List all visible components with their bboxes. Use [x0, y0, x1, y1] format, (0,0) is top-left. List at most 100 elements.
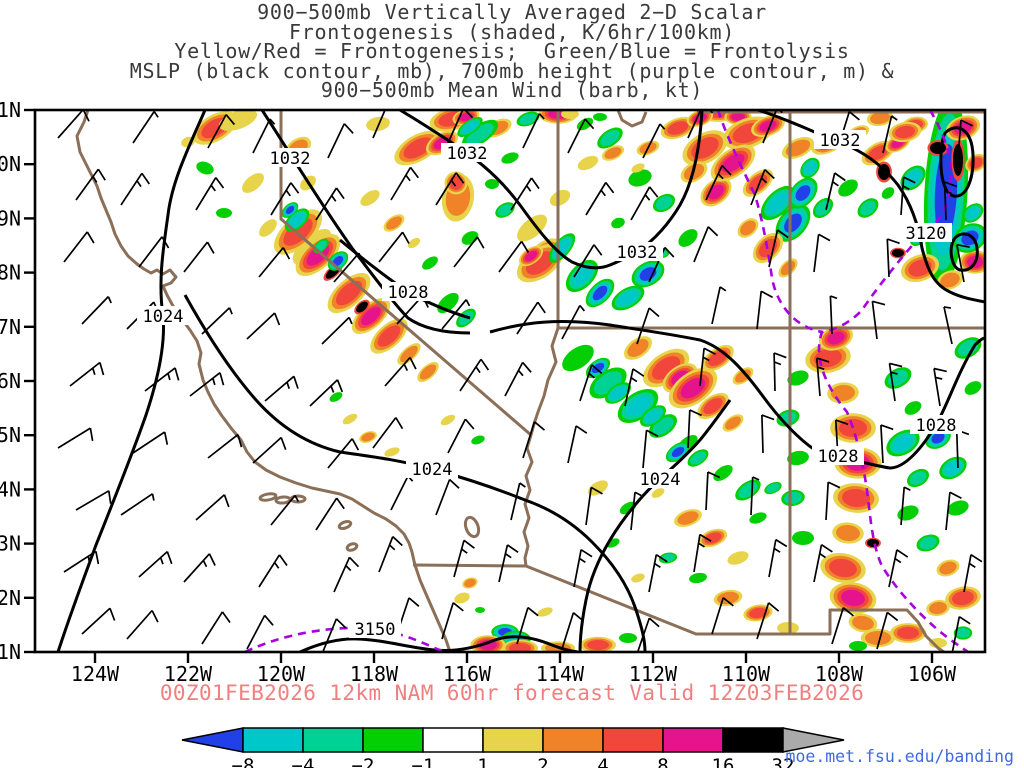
wind-barb [510, 177, 540, 211]
wind-barb [189, 372, 225, 397]
wind-barb [831, 607, 854, 645]
wind-barb [120, 172, 150, 206]
colorbar-tick-label: −8 [232, 755, 255, 768]
lon-tick-label: 106W [908, 662, 957, 686]
wind-barb [183, 553, 216, 583]
wind-barb [435, 172, 465, 206]
wind-barb [132, 111, 159, 144]
wind-barb [636, 617, 660, 652]
contour-label: 3150 [355, 620, 396, 640]
lat-tick-label: 33N [0, 532, 21, 556]
wind-barb [630, 186, 659, 221]
wind-barb [705, 165, 732, 201]
wind-barb [567, 425, 588, 464]
wind-barb [207, 433, 243, 459]
wind-barb [567, 118, 595, 154]
wind-barb [882, 115, 898, 154]
wind-barb [963, 553, 983, 593]
colorbar-legend: −8 −4 −2 −1 1 2 4 8 16 32 [181, 727, 845, 768]
wind-barb [825, 172, 846, 211]
wind-barb [773, 352, 787, 392]
ca-nv-border-and-river [279, 110, 534, 567]
colorbar-tick-label: −4 [292, 755, 315, 768]
wind-barb [504, 361, 532, 397]
wind-barb [81, 296, 112, 325]
wind-barb [372, 110, 386, 139]
wind-barb [761, 414, 775, 454]
wind-barb [327, 438, 360, 469]
contour-label: 1024 [640, 470, 681, 490]
wind-barb [636, 307, 660, 345]
title-line-4: MSLP (black contour, mb), 700mb height (… [129, 58, 895, 83]
island-or-lake-outline [345, 542, 359, 552]
wind-barb [258, 554, 288, 588]
lat-tick-label: 34N [0, 477, 21, 501]
wind-barb [57, 110, 90, 139]
wind-barb [750, 168, 775, 206]
contour-label: 1032 [820, 131, 861, 151]
wind-barb [270, 182, 300, 216]
wind-barb [943, 181, 958, 221]
island-or-lake-outline [289, 494, 307, 504]
wind-barb [75, 490, 112, 511]
wind-barb [522, 421, 546, 459]
lon-tick-label: 114W [536, 662, 585, 686]
wind-barb [956, 243, 970, 283]
wind-barb [459, 358, 490, 392]
wind-barb [132, 431, 169, 454]
contour-label: 1028 [818, 447, 859, 467]
wind-barb [315, 497, 345, 531]
wind-barb [871, 300, 886, 340]
wind-barb [522, 113, 545, 149]
wind-barb [642, 429, 659, 469]
wind-barb [183, 241, 215, 273]
contour-label: 1032 [270, 149, 311, 169]
wind-barb [756, 290, 774, 330]
wind-barb [829, 295, 838, 335]
wind-barb [195, 494, 230, 521]
great-salt-lake [616, 110, 648, 128]
wind-barb [699, 347, 716, 387]
nv-az-river [529, 327, 560, 436]
wind-barb [63, 550, 100, 573]
wind-barb [900, 176, 916, 216]
lat-tick-label: 36N [0, 369, 21, 393]
colorbar-segment [362, 727, 424, 753]
contour-labels-layer: 1032 1032 1032 1032 1028 1024 1024 1024 1028 1028… [137, 130, 962, 640]
title-block: 900−500mb Vertically Averaged 2−D Scalar… [0, 0, 1024, 101]
wind-barb [378, 231, 410, 263]
wind-barb [447, 418, 475, 454]
colorbar-tick-label: −1 [412, 755, 435, 768]
wind-barb [693, 226, 719, 263]
wind-barb [498, 240, 530, 273]
colorbar-segment [482, 727, 544, 753]
wind-barb [327, 123, 354, 159]
title-line-1: 900−500mb Vertically Averaged 2−D Scalar [257, 0, 767, 24]
lat-tick-label: 35N [0, 423, 21, 447]
lon-tick-label: 116W [443, 662, 492, 686]
island-or-lake-outline [274, 495, 292, 505]
colorbar-over-arrow [782, 727, 845, 753]
lat-tick-label: 37N [0, 315, 21, 339]
wind-barb [447, 110, 474, 144]
wind-barb [813, 233, 831, 273]
wind-barb [63, 231, 95, 263]
wind-barb [333, 556, 360, 593]
contour-label: 1024 [412, 460, 453, 480]
wind-barb [138, 550, 173, 578]
wind-barb [144, 367, 180, 392]
wind-barb [384, 356, 417, 387]
wind-barb [246, 614, 274, 650]
lon-tick-label: 112W [629, 662, 678, 686]
lat-tick-label: 41N [0, 98, 21, 122]
wind-barb [321, 618, 347, 652]
credit-link[interactable]: moe.met.fsu.edu/banding [785, 747, 1014, 766]
wind-barb [886, 238, 900, 278]
island-or-lake-outline [463, 515, 481, 539]
wind-barb [270, 494, 300, 526]
wind-barb [207, 114, 236, 149]
wind-barb [258, 247, 291, 278]
wind-barb [561, 612, 584, 650]
